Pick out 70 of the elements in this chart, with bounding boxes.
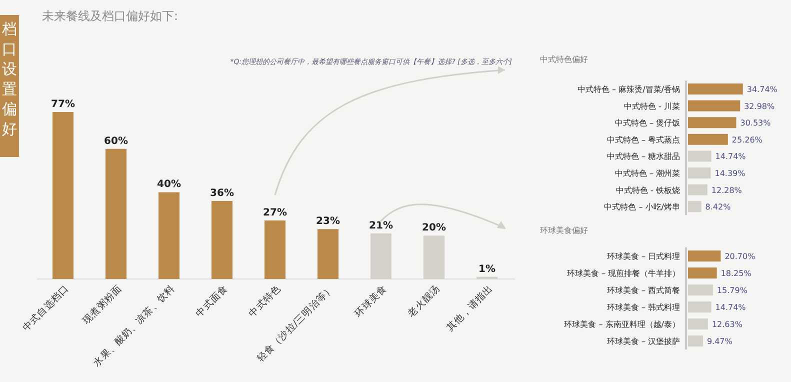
bar — [688, 318, 708, 330]
x-tick-label: 环球美食 — [352, 282, 390, 320]
bar — [688, 336, 703, 346]
data-label: 32.98% — [744, 102, 776, 111]
y-tick-label: 中式特色 - 川菜 — [624, 102, 680, 111]
data-label: 1% — [478, 264, 496, 275]
y-tick-label: 环球美食 – 现煎排餐（牛羊排） — [566, 269, 680, 278]
data-label: 14.74% — [715, 152, 746, 162]
data-label: 14.39% — [714, 169, 746, 178]
x-tick-label: 现煮粥粉面 — [80, 282, 124, 326]
data-label: 20% — [422, 222, 446, 234]
x-tick-label: 中式自选档口 — [20, 282, 72, 334]
data-label: 15.79% — [716, 286, 748, 295]
data-label: 9.47% — [706, 337, 733, 346]
bar — [688, 201, 702, 212]
data-label: 21% — [369, 220, 393, 232]
bar — [106, 148, 126, 279]
data-label: 27% — [263, 207, 287, 218]
text: 档口设置偏好 — [1, 20, 17, 138]
bar — [688, 150, 712, 162]
y-tick-label: 环球美食 – 日式料理 — [606, 252, 680, 261]
chart-title: 未来餐线及档口偏好如下: — [42, 9, 178, 23]
bar — [688, 100, 740, 112]
bar — [688, 184, 708, 196]
y-tick-label: 中式特色 – 粤式蒸点 — [606, 135, 680, 144]
bar — [212, 200, 232, 279]
data-label: 40% — [157, 179, 181, 190]
bar — [158, 192, 180, 279]
y-tick-label: 中式特色 – 煲仔饭 — [614, 118, 680, 128]
x-tick-label: 中式面食 — [193, 282, 230, 320]
data-label: 18.25% — [720, 269, 752, 278]
bar — [688, 268, 717, 278]
data-label: 23% — [316, 216, 340, 228]
data-label: 30.53% — [740, 118, 772, 128]
data-label: 25.26% — [732, 135, 763, 144]
data-label: 8.42% — [705, 202, 732, 212]
y-tick-label: 中式特色 – 小吃/烤串 — [604, 202, 680, 212]
bar — [688, 168, 711, 178]
bar — [52, 112, 74, 279]
bar — [688, 250, 721, 262]
text: 环球美食偏好 — [540, 226, 588, 235]
data-label: 77% — [51, 99, 75, 110]
bar — [318, 229, 338, 279]
y-tick-label: 环球美食 – 汉堡披萨 — [606, 337, 680, 346]
y-tick-label: 环球美食 – 西式简餐 — [606, 286, 680, 295]
bar — [424, 236, 444, 279]
y-tick-label: 中式特色 – 麻辣烫/冒菜/香锅 — [578, 85, 680, 94]
data-label: 34.74% — [746, 85, 778, 94]
y-tick-label: 中式特色 – 潮州菜 — [614, 169, 680, 178]
data-label: 12.28% — [711, 186, 742, 195]
y-tick-label: 中式特色 - 铁板烧 — [616, 186, 680, 195]
bar — [688, 284, 713, 296]
x-tick-label: 中式特色 — [246, 282, 284, 320]
data-label: 36% — [210, 188, 234, 199]
data-label: 12.63% — [712, 320, 743, 329]
data-label: 60% — [104, 136, 128, 147]
y-tick-label: 中式特色 – 糖水甜品 — [606, 152, 680, 162]
data-label: 14.74% — [715, 303, 746, 312]
bar — [264, 220, 286, 279]
bar — [688, 84, 743, 94]
data-label: 20.70% — [724, 252, 756, 261]
y-tick-label: 环球美食 – 韩式料理 — [606, 303, 680, 312]
bar — [688, 302, 712, 312]
text: 中式特色偏好 — [540, 55, 588, 64]
x-tick-label: 其他，请指出 — [444, 282, 496, 334]
bar — [688, 134, 728, 145]
bar — [688, 117, 736, 128]
bar — [370, 233, 392, 279]
y-tick-label: 环球美食 – 东南亚料理（越/泰） — [564, 320, 680, 329]
x-tick-label: 老火靓汤 — [405, 282, 442, 320]
